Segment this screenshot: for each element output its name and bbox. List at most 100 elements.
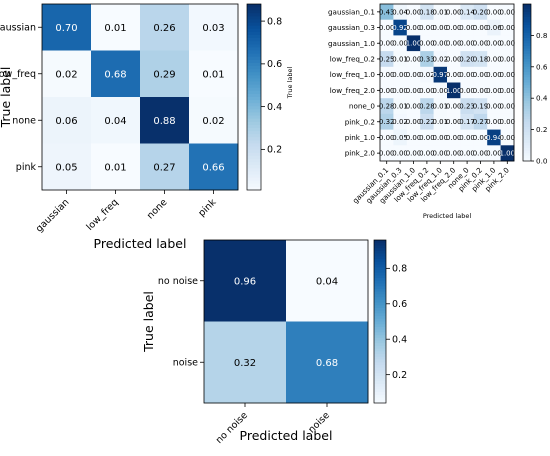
colorbar-segment: [523, 17, 531, 21]
colorbar-segment: [374, 394, 386, 399]
colorbar-segment: [247, 69, 261, 73]
colorbar-segment: [523, 155, 531, 159]
colorbar-segment: [247, 121, 261, 126]
colorbar-segment: [247, 152, 261, 157]
x-tick-label: gaussian: [34, 197, 72, 235]
colorbar-segment: [247, 81, 261, 86]
cell-r6-c7: [473, 98, 488, 115]
cell-value-label: 0.32: [234, 358, 256, 369]
colorbar-segment: [523, 142, 531, 146]
cell-r8-c6: [460, 129, 475, 146]
colorbar-segment: [247, 78, 261, 82]
cell-r0-c6: [460, 4, 475, 21]
cell-value-label: 0.27: [153, 162, 175, 173]
colorbar-tick-label: 0.2: [392, 370, 407, 381]
colorbar-segment: [374, 242, 386, 246]
y-tick-label: low_freq_2.0: [330, 86, 376, 95]
colorbar-segment: [523, 98, 531, 102]
cell-r2-c3: [189, 97, 239, 144]
colorbar-segment: [374, 397, 386, 401]
cell-r8-c1: [393, 129, 408, 146]
cell-value-label: 0.00: [406, 134, 422, 142]
cell-value-label: 0.01: [392, 103, 408, 111]
cell-r7-c7: [473, 113, 488, 130]
cell-r0-c1: [91, 4, 141, 51]
cell-value-label: 0.00: [379, 71, 395, 79]
cell-r4-c6: [460, 66, 475, 83]
y-tick-label: pink_2.0: [345, 149, 376, 158]
colorbar-segment: [247, 22, 261, 27]
colorbar-segment: [374, 288, 386, 293]
y-tick-label: low_freq_1.0: [330, 70, 376, 79]
cell-r6-c9: [500, 98, 515, 115]
colorbar-segment: [374, 264, 386, 268]
cell-r4-c4: [433, 66, 448, 83]
y-tick-label: pink_1.0: [345, 133, 376, 142]
colorbar-segment: [247, 124, 261, 129]
cell-value-label: 0.00: [406, 55, 422, 63]
colorbar-segment: [374, 375, 386, 380]
cell-r9-c5: [447, 145, 461, 162]
colorbar-tick-label: 0.2: [536, 125, 547, 134]
cell-value-label: 0.00: [379, 150, 395, 158]
cell-r0-c2: [406, 4, 421, 21]
colorbar-segment: [523, 92, 531, 97]
cell-value-label: 0.01: [392, 55, 408, 63]
cell-value-label: 0.00: [433, 150, 449, 158]
cell-value-label: 0.00: [500, 134, 516, 142]
cell-r4-c1: [393, 66, 408, 83]
cell-value-label: 0.00: [500, 71, 516, 79]
cell-value-label: 0.00: [486, 8, 502, 16]
cell-r4-c9: [500, 66, 515, 83]
colorbar-segment: [374, 370, 386, 374]
cell-r5-c6: [460, 82, 475, 99]
colorbar-segment: [374, 286, 386, 290]
colorbar-segment: [523, 48, 531, 52]
cell-r4-c3: [420, 66, 434, 83]
x-axis-title: Predicted label: [94, 236, 187, 251]
cell-r2-c2: [406, 35, 421, 52]
colorbar-segment: [247, 159, 261, 163]
colorbar-segment: [374, 326, 386, 331]
cell-r9-c1: [393, 145, 408, 162]
cell-value-label: 0.00: [379, 134, 395, 142]
cell-r1-c1: [393, 19, 408, 36]
cell-r3-c2: [406, 51, 421, 68]
colorbar-segment: [523, 14, 531, 18]
cell-r3-c4: [433, 51, 448, 68]
cell-r3-c3: [189, 143, 239, 191]
colorbar-segment: [523, 9, 531, 13]
cell-value-label: 0.00: [500, 87, 516, 95]
cell-r7-c4: [433, 113, 448, 130]
colorbar-segment: [247, 97, 261, 101]
cell-r3-c7: [473, 51, 488, 68]
colorbar-segment: [374, 283, 386, 287]
cell-value-label: 1.00: [500, 150, 516, 158]
y-tick-label: none: [12, 116, 36, 127]
colorbar-segment: [247, 103, 261, 107]
cell-value-label: 0.00: [433, 24, 449, 32]
cell-r1-c1: [286, 321, 369, 404]
colorbar-segment: [374, 299, 386, 303]
colorbar-segment: [523, 140, 531, 144]
colorbar-segment: [247, 93, 261, 98]
colorbar-segment: [523, 19, 531, 23]
cell-value-label: 0.00: [419, 24, 435, 32]
cell-value-label: 0.04: [104, 116, 126, 127]
cell-r5-c2: [406, 82, 421, 99]
colorbar-segment: [247, 128, 261, 132]
colorbar-segment: [374, 291, 386, 295]
colorbar-segment: [247, 25, 261, 30]
cell-value-label: 0.00: [500, 118, 516, 126]
cell-r3-c8: [487, 51, 501, 68]
colorbar-segment: [247, 10, 261, 14]
y-tick-label: pink_0.2: [345, 117, 375, 126]
colorbar-segment: [374, 351, 386, 355]
colorbar-segment: [523, 147, 531, 152]
cell-r8-c9: [500, 129, 515, 146]
colorbar-segment: [523, 24, 531, 29]
cell-value-label: 0.01: [202, 69, 224, 80]
cell-value-label: 0.02: [433, 55, 449, 63]
x-tick-label: pink: [196, 197, 218, 219]
cell-value-label: 0.06: [486, 24, 502, 32]
